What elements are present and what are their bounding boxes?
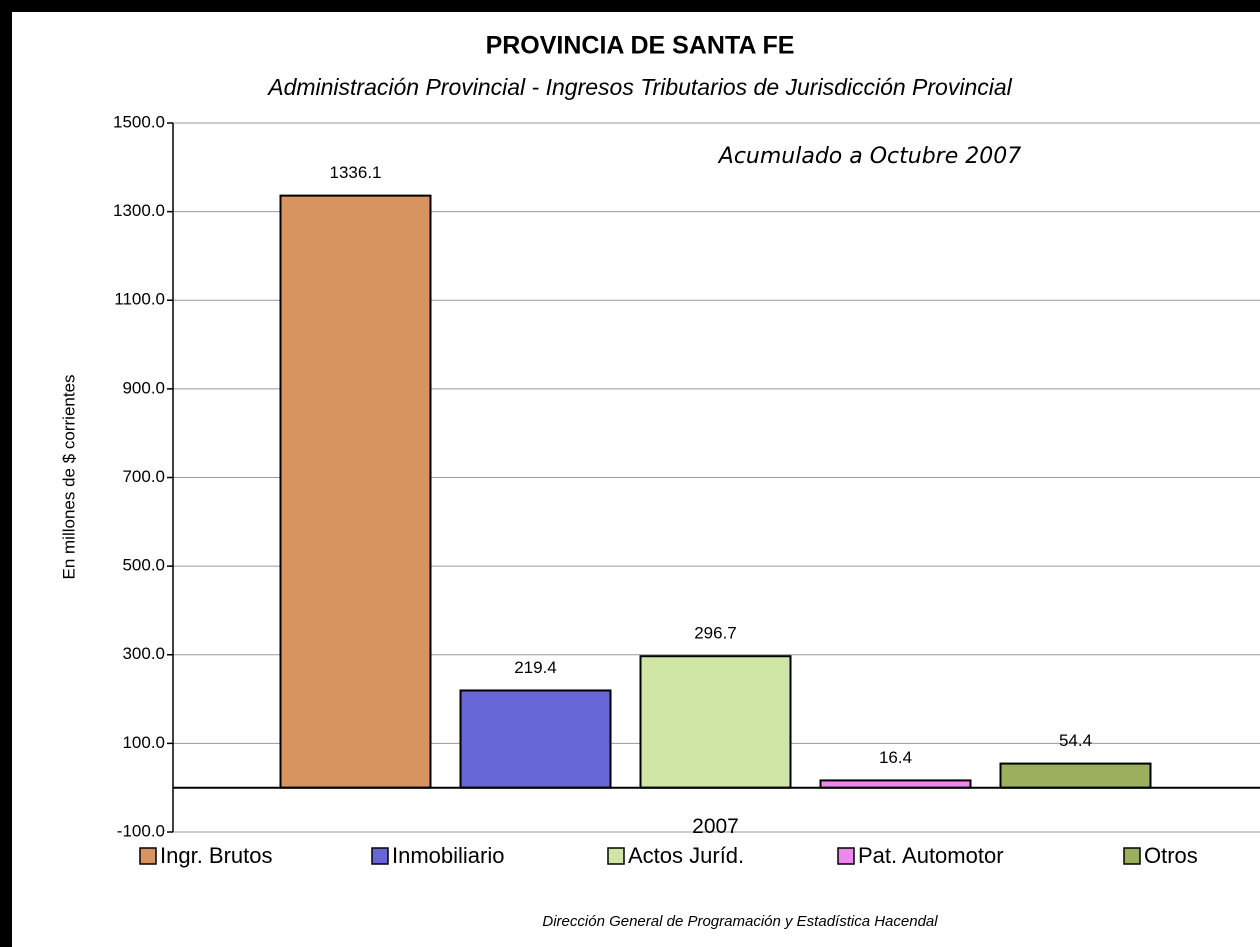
legend-label: Actos Juríd. bbox=[628, 843, 744, 868]
value-label: 16.4 bbox=[879, 748, 912, 767]
y-tick-label: 1300.0 bbox=[113, 201, 165, 220]
legend-swatch bbox=[607, 847, 625, 865]
bar bbox=[639, 655, 792, 789]
legend-label: Pat. Automotor bbox=[858, 843, 1004, 868]
y-tick-label: 1500.0 bbox=[113, 112, 165, 131]
legend-label: Inmobiliario bbox=[392, 843, 505, 868]
legend-label: Ingr. Brutos bbox=[160, 843, 273, 868]
legend-swatch bbox=[139, 847, 157, 865]
y-tick-label: 500.0 bbox=[122, 556, 165, 575]
y-tick-label: -100.0 bbox=[117, 821, 165, 840]
y-tick-label: 900.0 bbox=[122, 378, 165, 397]
legend-swatch bbox=[1123, 847, 1141, 865]
y-tick-label: 300.0 bbox=[122, 644, 165, 663]
annotation: Acumulado a Octubre 2007 bbox=[717, 144, 1021, 169]
chart-subtitle: Administración Provincial - Ingresos Tri… bbox=[266, 74, 1012, 100]
bar bbox=[819, 779, 972, 789]
value-label: 296.7 bbox=[694, 624, 737, 643]
chart-title: PROVINCIA DE SANTA FE bbox=[486, 32, 795, 60]
value-label: 1336.1 bbox=[330, 163, 382, 182]
value-label: 219.4 bbox=[514, 658, 557, 677]
y-axis-label: En millones de $ corrientes bbox=[59, 374, 78, 579]
footer: Dirección General de Programación y Esta… bbox=[542, 913, 938, 930]
legend-label: Otros bbox=[1144, 843, 1198, 868]
x-tick-label: 2007 bbox=[692, 815, 739, 838]
legend-swatch bbox=[371, 847, 389, 865]
y-tick-label: 100.0 bbox=[122, 733, 165, 752]
y-tick-label: 700.0 bbox=[122, 467, 165, 486]
bar bbox=[459, 689, 612, 789]
value-label: 54.4 bbox=[1059, 731, 1092, 750]
bar bbox=[279, 194, 432, 789]
bar bbox=[999, 762, 1152, 789]
legend-swatch bbox=[837, 847, 855, 865]
y-tick-label: 1100.0 bbox=[114, 290, 165, 309]
